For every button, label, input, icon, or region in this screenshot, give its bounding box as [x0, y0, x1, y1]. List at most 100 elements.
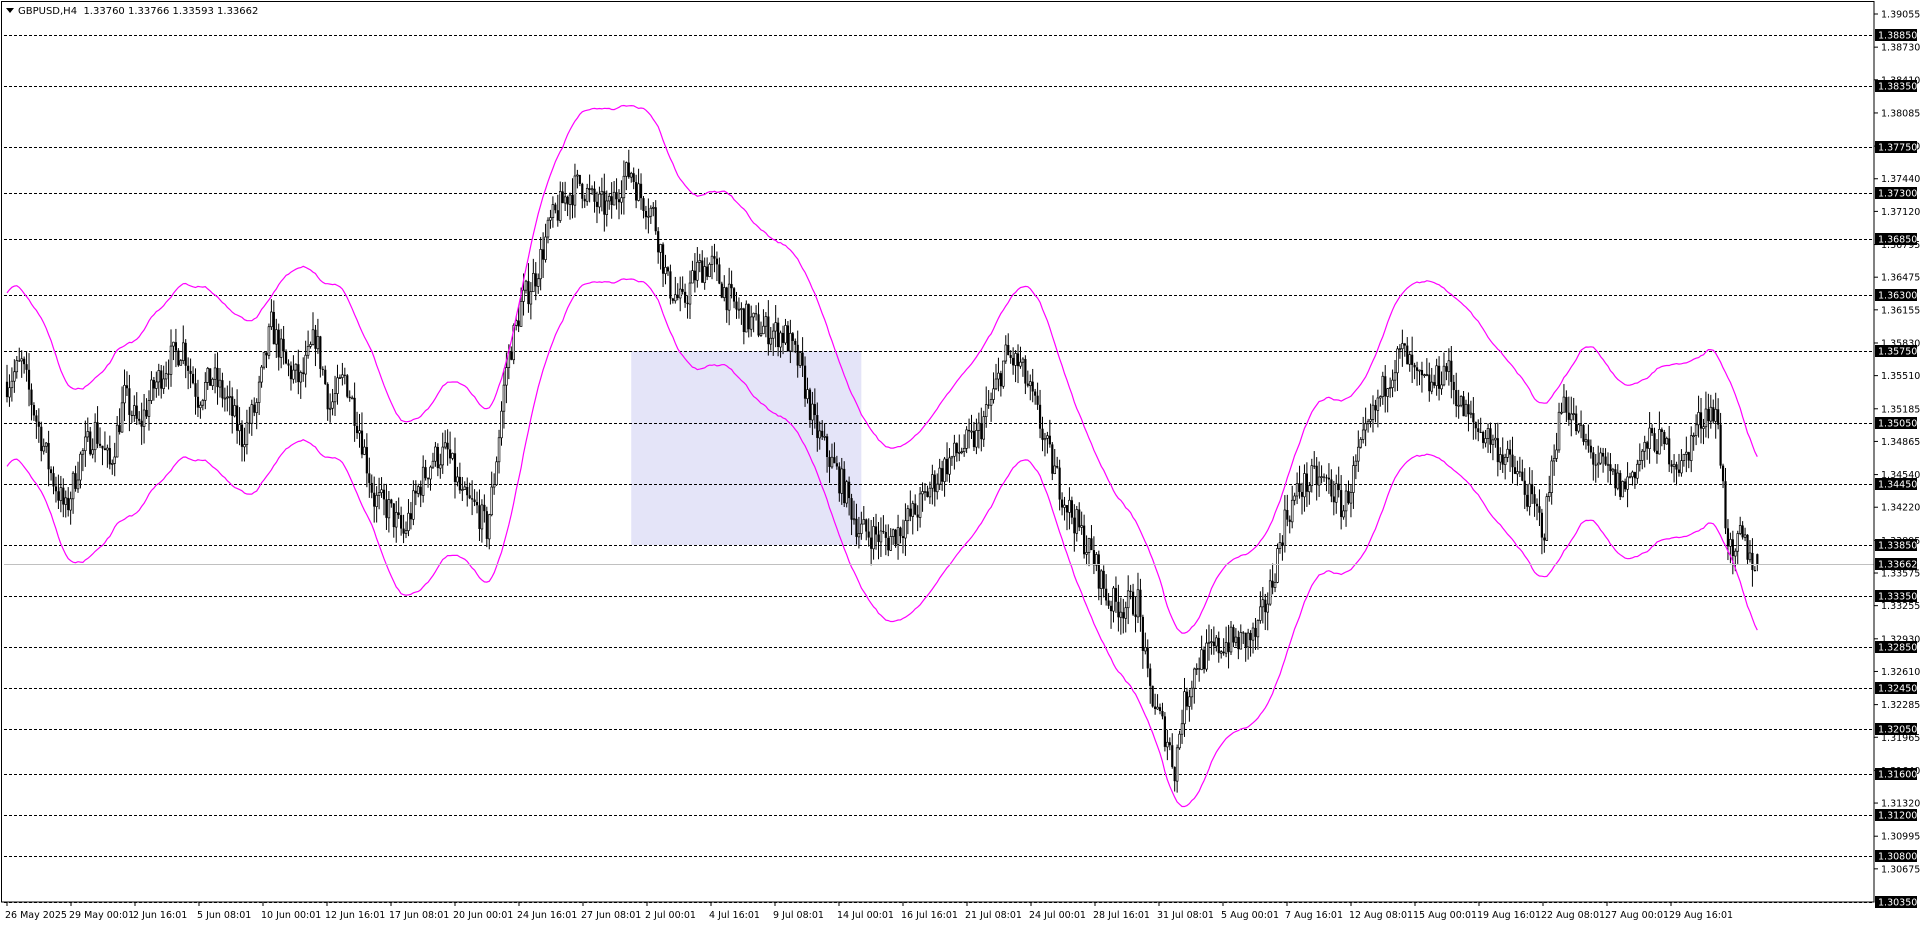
candle-body-bull [1680, 460, 1683, 474]
candle [642, 196, 645, 219]
candle [1513, 455, 1517, 475]
candle-body-bull [544, 236, 547, 260]
x-tick-label: 15 Aug 00:01 [1413, 910, 1477, 921]
candle-body-bear [791, 333, 794, 341]
candle-body-bull [1295, 483, 1299, 497]
candle [605, 190, 609, 227]
y-tick-label: 1.32930 [1881, 634, 1920, 645]
candle-body-bull [576, 174, 579, 177]
candle [848, 476, 851, 516]
candle [1219, 650, 1223, 659]
candle-body-bull [674, 294, 677, 302]
candle-body-bear [865, 519, 868, 532]
candle [759, 321, 763, 337]
candle [1048, 419, 1051, 448]
candle [1075, 505, 1079, 542]
candle [253, 397, 256, 417]
dropdown-triangle-icon[interactable] [6, 8, 14, 13]
candle [1445, 362, 1448, 381]
candle-body-bear [632, 173, 635, 183]
candle [1680, 449, 1683, 477]
candle-body-bull [1672, 463, 1676, 468]
candle-body-bear [458, 476, 461, 491]
candle [331, 388, 334, 416]
candle [174, 328, 178, 368]
candle [443, 430, 447, 450]
candle [382, 483, 386, 516]
candle-body-bull [637, 183, 640, 201]
candle [1295, 472, 1299, 505]
candle-body-bull [1068, 499, 1071, 513]
y-tick-label: 1.33255 [1881, 601, 1920, 612]
level-badge: 1.38350 [1875, 80, 1917, 93]
candle [1031, 368, 1034, 403]
candle-body-bull [1207, 641, 1211, 644]
candle-body-bear [1567, 412, 1570, 420]
candle-body-bear [343, 374, 346, 376]
candle-body-bear [1012, 357, 1015, 366]
candle [223, 387, 227, 412]
candle [975, 418, 978, 455]
candle-body-bear [916, 514, 919, 518]
candle [93, 413, 97, 463]
candle-body-bull [1631, 471, 1634, 478]
candle-body-bear [1315, 465, 1318, 486]
candle-body-bull [764, 316, 768, 327]
candle [206, 366, 209, 390]
candle-body-bear [669, 271, 672, 299]
candle [360, 412, 364, 459]
candle-body-bear [1325, 477, 1328, 479]
candle-body-bear [1726, 528, 1730, 547]
level-badge-bg [1875, 850, 1917, 862]
x-tick-label: 17 Jun 08:01 [389, 910, 449, 921]
candle [1751, 538, 1754, 587]
candle [1687, 451, 1690, 469]
candle [1626, 462, 1629, 508]
level-badge: 1.38850 [1875, 29, 1917, 42]
level-badge-text: 1.38350 [1878, 82, 1917, 93]
candle [1545, 493, 1549, 541]
level-badge: 1.36850 [1875, 233, 1917, 246]
candle [710, 245, 714, 280]
candle [1034, 388, 1037, 405]
candle-body-bear [1034, 391, 1037, 396]
candle [984, 386, 988, 428]
candle-body-bear [346, 375, 349, 397]
candle-body-bull [1193, 668, 1196, 689]
candle-body-bear [1073, 517, 1076, 534]
candle [1085, 535, 1088, 566]
candle [1587, 424, 1590, 453]
candle-body-bull [784, 325, 787, 344]
candle-body-bull [1310, 465, 1314, 487]
candle [1746, 534, 1749, 565]
candle [874, 513, 878, 550]
candle-body-bear [676, 294, 679, 298]
candle [392, 503, 395, 538]
candle-body-bull [607, 195, 611, 202]
candle [1058, 459, 1061, 511]
candle [211, 377, 214, 391]
candle [615, 178, 618, 210]
level-badge: 1.37300 [1875, 187, 1917, 200]
candle [1107, 593, 1110, 609]
candle-body-bull [1259, 606, 1262, 621]
candle-body-bear [1227, 642, 1230, 652]
candle-body-bull [1423, 374, 1426, 377]
candle-body-bull [338, 377, 342, 379]
candle [257, 375, 261, 416]
candle-body-bear [671, 298, 674, 301]
candle-body-bear [108, 448, 111, 465]
candle-body-bull [889, 536, 892, 551]
candle [13, 359, 16, 393]
candle [1190, 680, 1194, 710]
candle-body-bull [737, 308, 741, 311]
candle [1119, 597, 1123, 635]
candle [184, 339, 187, 379]
candle-body-bear [402, 528, 405, 534]
candle-body-bear [816, 415, 819, 438]
candle [1232, 624, 1235, 648]
candle [1117, 584, 1120, 632]
candle [32, 402, 36, 421]
